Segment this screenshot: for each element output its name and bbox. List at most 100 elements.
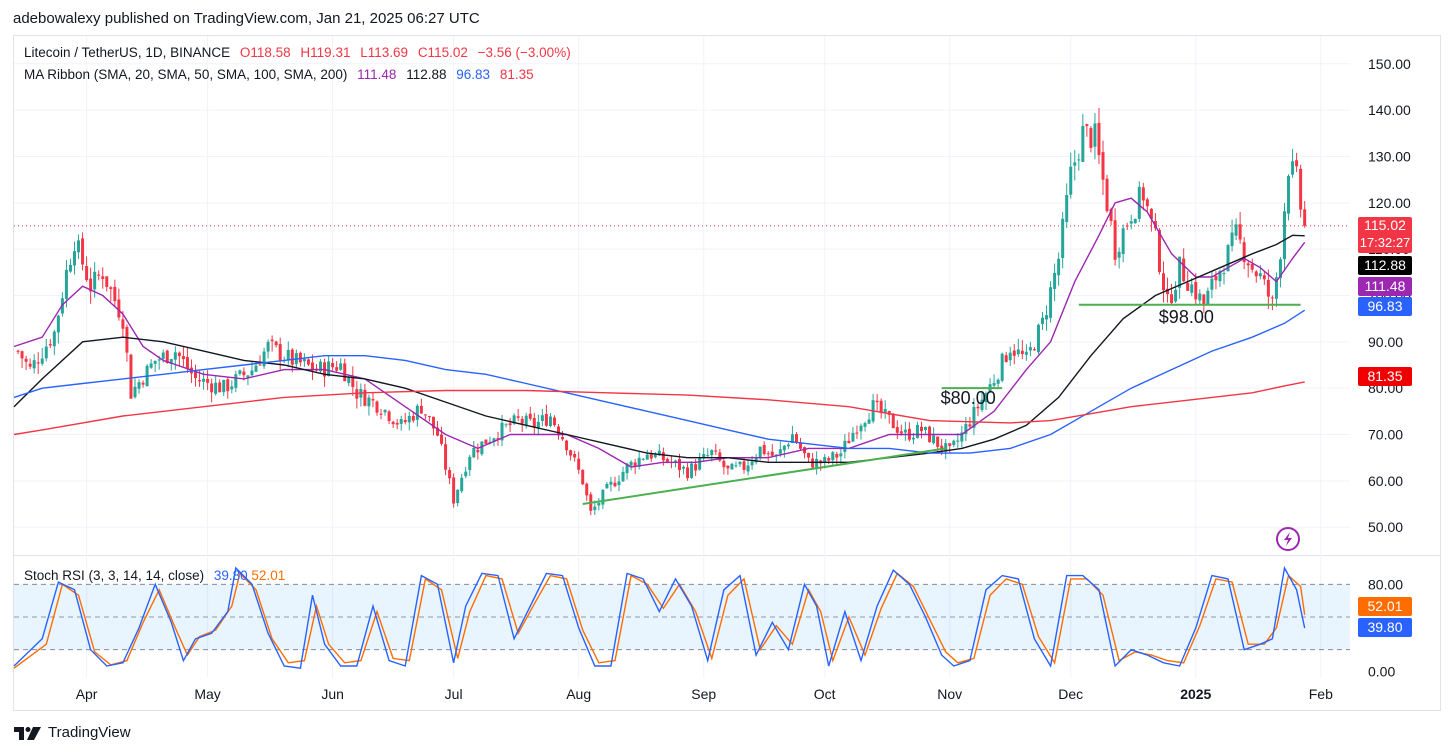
candle-up bbox=[1206, 290, 1210, 306]
tradingview-logo-icon bbox=[14, 726, 41, 740]
candle-up bbox=[512, 415, 516, 424]
candle-down bbox=[1266, 279, 1270, 297]
candle-down bbox=[561, 436, 565, 440]
candle-down bbox=[766, 453, 770, 455]
candle-up bbox=[500, 422, 504, 441]
tradingview-logo[interactable]: TradingView bbox=[14, 724, 131, 741]
ma-ribbon-label[interactable]: MA Ribbon (SMA, 20, SMA, 50, SMA, 100, S… bbox=[24, 67, 348, 82]
candle-up bbox=[629, 461, 633, 466]
candle-down bbox=[258, 364, 262, 366]
symbol-legend: Litecoin / TetherUS, 1D, BINANCE O118.58… bbox=[24, 45, 577, 60]
candle-down bbox=[714, 450, 718, 452]
candle-down bbox=[968, 424, 972, 427]
candle-up bbox=[657, 450, 661, 456]
price-axis-label: 150.00 bbox=[1368, 56, 1411, 72]
candle-up bbox=[1053, 272, 1057, 289]
candle-down bbox=[936, 436, 940, 447]
candle-up bbox=[472, 447, 476, 458]
lightning-icon[interactable] bbox=[1276, 527, 1300, 551]
stoch-k-badge: 39.80 bbox=[1358, 618, 1412, 637]
price-axis-label: 70.00 bbox=[1368, 427, 1403, 443]
symbol-name[interactable]: Litecoin / TetherUS, 1D, BINANCE bbox=[24, 45, 231, 60]
time-axis-label: Apr bbox=[76, 686, 98, 702]
candle-down bbox=[835, 453, 839, 458]
candle-up bbox=[153, 360, 157, 364]
candle-down bbox=[1085, 124, 1089, 126]
candle-up bbox=[1137, 186, 1141, 219]
candle-down bbox=[113, 286, 117, 302]
candle-up bbox=[383, 409, 387, 413]
candle-down bbox=[1295, 160, 1299, 167]
candle-down bbox=[1202, 294, 1206, 306]
candle-down bbox=[270, 339, 274, 342]
ma100-value: 96.83 bbox=[456, 67, 491, 82]
candle-down bbox=[1157, 230, 1161, 273]
candle-up bbox=[601, 489, 605, 505]
candle-up bbox=[1049, 287, 1053, 318]
candle-up bbox=[173, 352, 177, 360]
candle-down bbox=[129, 354, 133, 399]
candle-up bbox=[710, 450, 714, 456]
candle-up bbox=[980, 399, 984, 410]
candle-down bbox=[1299, 168, 1303, 210]
candle-up bbox=[1291, 161, 1295, 175]
candle-up bbox=[782, 445, 786, 451]
candle-up bbox=[932, 435, 936, 444]
candle-down bbox=[827, 457, 831, 461]
candle-up bbox=[911, 437, 915, 440]
price-axis-label: 130.00 bbox=[1368, 148, 1411, 164]
candle-down bbox=[1141, 187, 1145, 201]
candle-up bbox=[246, 375, 250, 378]
candle-up bbox=[492, 438, 496, 442]
candle-down bbox=[28, 363, 32, 367]
candle-down bbox=[722, 460, 726, 468]
candle-down bbox=[117, 299, 121, 318]
price-axis-label: 120.00 bbox=[1368, 195, 1411, 211]
candle-down bbox=[557, 426, 560, 436]
candle-up bbox=[1041, 317, 1044, 324]
candle-up bbox=[1274, 277, 1278, 299]
candle-down bbox=[726, 465, 730, 469]
candle-up bbox=[399, 418, 403, 424]
candle-down bbox=[440, 434, 444, 444]
candle-up bbox=[972, 406, 976, 428]
candle-up bbox=[536, 421, 540, 429]
ma-line-sma-50 bbox=[13, 234, 1305, 463]
candle-down bbox=[1109, 209, 1113, 221]
candle-up bbox=[1278, 259, 1282, 279]
candle-down bbox=[379, 413, 383, 415]
candle-up bbox=[468, 456, 472, 471]
candle-down bbox=[1262, 275, 1266, 280]
candle-down bbox=[48, 344, 52, 346]
price-badge: 115.02 17:32:27 bbox=[1358, 217, 1412, 253]
candle-up bbox=[540, 415, 544, 421]
candle-down bbox=[395, 422, 399, 425]
candle-up bbox=[867, 419, 871, 424]
candle-down bbox=[448, 470, 452, 479]
ma-line-sma-200 bbox=[13, 381, 1305, 436]
candle-down bbox=[544, 413, 548, 426]
candle-down bbox=[770, 451, 774, 456]
candle-up bbox=[1081, 125, 1085, 162]
candle-down bbox=[24, 358, 28, 362]
candle-down bbox=[1012, 350, 1016, 356]
candle-down bbox=[427, 416, 431, 418]
stoch-rsi-label[interactable]: Stoch RSI (3, 3, 14, 14, close) bbox=[24, 568, 205, 583]
candle-down bbox=[331, 363, 335, 368]
candle-down bbox=[343, 363, 347, 382]
ma200-value: 81.35 bbox=[499, 67, 534, 82]
candle-down bbox=[686, 467, 690, 479]
candle-up bbox=[964, 423, 968, 435]
candle-up bbox=[682, 466, 686, 469]
candle-down bbox=[940, 445, 944, 451]
candle-up bbox=[1129, 221, 1133, 224]
candle-down bbox=[351, 375, 355, 388]
candle-up bbox=[786, 444, 790, 447]
candle-down bbox=[1149, 208, 1153, 219]
ma20-badge: 111.48 bbox=[1358, 277, 1412, 296]
candle-down bbox=[177, 352, 181, 357]
support-trendline[interactable] bbox=[582, 447, 946, 506]
price-axis-label: 50.00 bbox=[1368, 519, 1403, 535]
candle-up bbox=[1036, 324, 1040, 353]
